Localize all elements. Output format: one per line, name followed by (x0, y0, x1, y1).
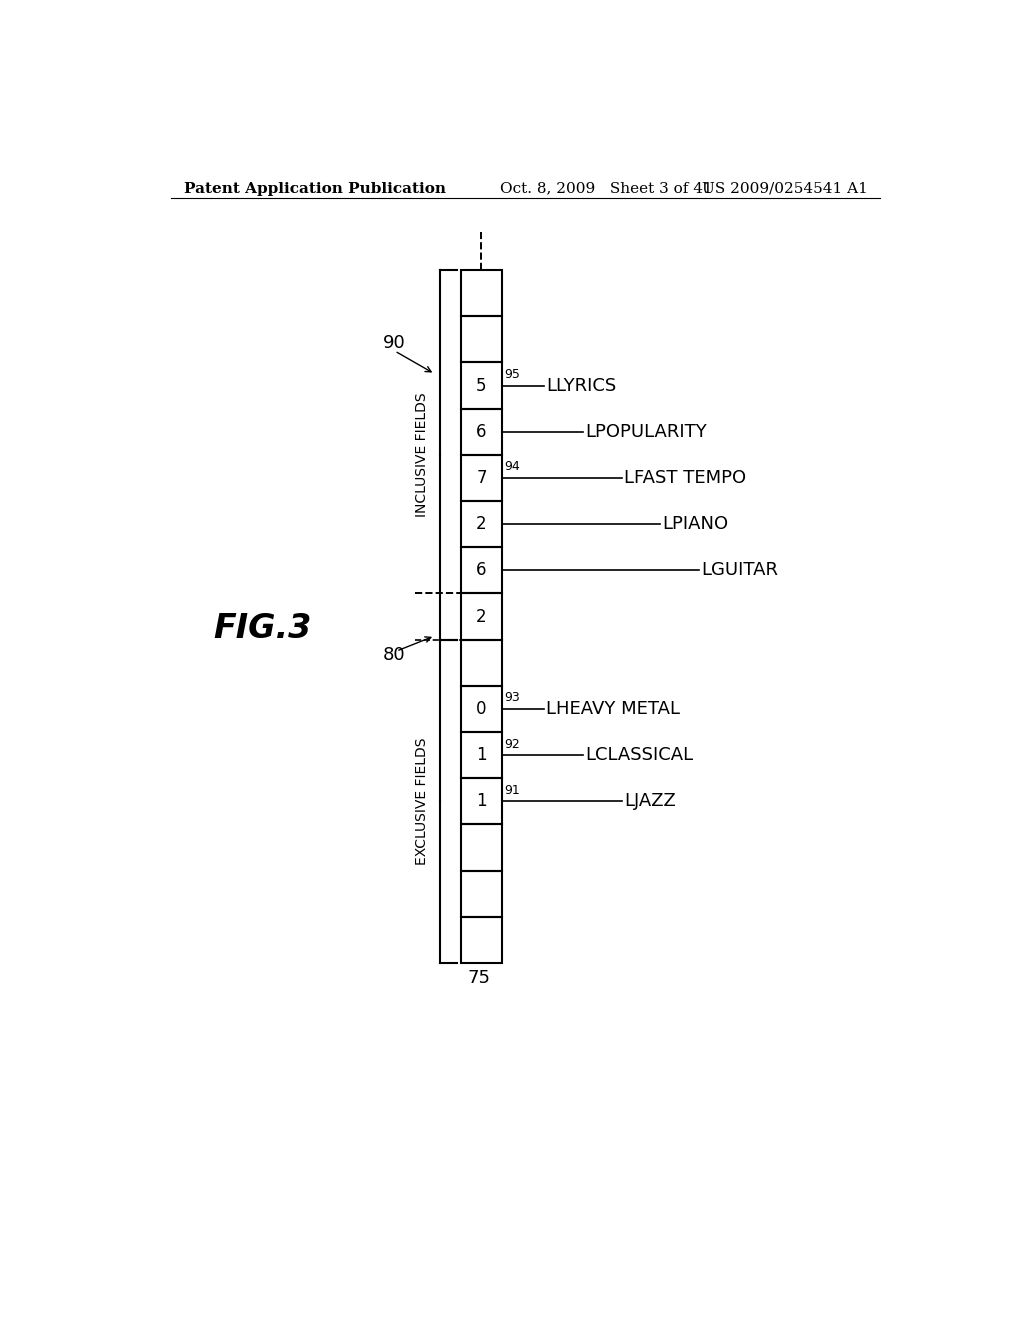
Bar (461, 871, 502, 917)
Text: 2: 2 (476, 607, 486, 626)
Bar (461, 917, 502, 964)
Bar (461, 317, 502, 363)
Bar (461, 455, 502, 502)
Text: Oct. 8, 2009   Sheet 3 of 41: Oct. 8, 2009 Sheet 3 of 41 (500, 182, 713, 195)
Text: 5: 5 (476, 376, 486, 395)
Text: 2: 2 (476, 515, 486, 533)
Text: INCLUSIVE FIELDS: INCLUSIVE FIELDS (416, 392, 429, 517)
Text: 1: 1 (476, 792, 486, 810)
Text: 95: 95 (504, 368, 520, 381)
Text: 1: 1 (476, 746, 486, 764)
Bar (461, 548, 502, 594)
Text: FIG.3: FIG.3 (213, 611, 311, 644)
Text: 80: 80 (383, 645, 406, 664)
Text: LGUITAR: LGUITAR (701, 561, 778, 579)
Text: 7: 7 (476, 469, 486, 487)
Text: LFAST TEMPO: LFAST TEMPO (624, 469, 746, 487)
Text: LJAZZ: LJAZZ (624, 792, 676, 810)
Bar (461, 363, 502, 409)
Text: 94: 94 (504, 461, 519, 474)
Text: LHEAVY METAL: LHEAVY METAL (547, 700, 681, 718)
Text: LLYRICS: LLYRICS (547, 376, 616, 395)
Text: 90: 90 (383, 334, 406, 352)
Text: 0: 0 (476, 700, 486, 718)
Text: 92: 92 (504, 738, 519, 751)
Text: 91: 91 (504, 784, 519, 797)
Text: 93: 93 (504, 692, 519, 705)
Bar (461, 686, 502, 733)
Bar (461, 779, 502, 825)
Text: 6: 6 (476, 422, 486, 441)
Text: EXCLUSIVE FIELDS: EXCLUSIVE FIELDS (416, 738, 429, 865)
Bar (461, 825, 502, 871)
Bar (461, 733, 502, 779)
Bar (461, 409, 502, 455)
Text: LCLASSICAL: LCLASSICAL (586, 746, 693, 764)
Text: 6: 6 (476, 561, 486, 579)
Text: LPIANO: LPIANO (663, 515, 729, 533)
Bar (461, 640, 502, 686)
Text: 75: 75 (467, 969, 490, 987)
Bar (461, 271, 502, 317)
Text: LPOPULARITY: LPOPULARITY (586, 422, 707, 441)
Bar (461, 594, 502, 640)
Text: Patent Application Publication: Patent Application Publication (183, 182, 445, 195)
Text: US 2009/0254541 A1: US 2009/0254541 A1 (702, 182, 868, 195)
Bar (461, 502, 502, 548)
